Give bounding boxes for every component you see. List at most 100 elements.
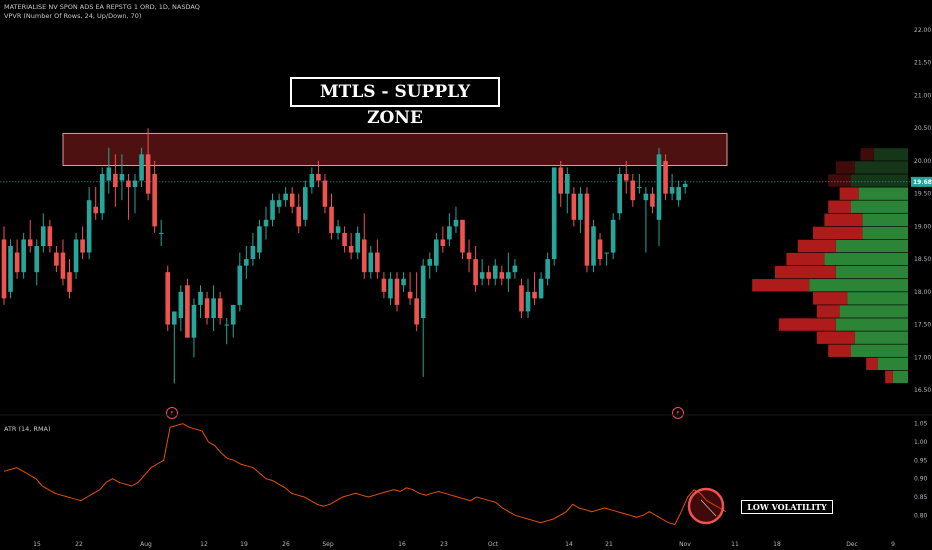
symbol-header[interactable]: MATERIALISE NV SPON ADS EA REPSTG 1 ORD,… bbox=[4, 3, 200, 11]
vp-bar-down bbox=[813, 226, 863, 240]
time-tick-label: 16 bbox=[398, 541, 406, 548]
candle-body bbox=[407, 291, 413, 299]
vp-bar-down bbox=[824, 213, 863, 227]
candle-body bbox=[381, 278, 387, 292]
atr-tick-label: 1.05 bbox=[914, 421, 928, 428]
candle-body bbox=[204, 298, 210, 318]
candle-body bbox=[682, 183, 688, 188]
candle-body bbox=[263, 219, 269, 227]
candle-body bbox=[165, 272, 171, 325]
time-tick-label: 14 bbox=[565, 541, 573, 548]
candle-body bbox=[453, 219, 459, 227]
candle-body bbox=[401, 278, 406, 286]
time-tick-label: 11 bbox=[731, 541, 739, 548]
candle-body bbox=[126, 180, 131, 188]
candle-body bbox=[139, 154, 144, 181]
candle-body bbox=[565, 174, 570, 194]
vp-bar-down bbox=[835, 161, 855, 174]
candle-body bbox=[447, 226, 452, 240]
vp-bar-down bbox=[816, 305, 840, 318]
time-tick-label: Nov bbox=[679, 541, 691, 548]
vp-bar-up bbox=[892, 370, 908, 384]
vp-bar-up bbox=[854, 161, 908, 174]
vp-bar-up bbox=[839, 305, 908, 318]
candle-body bbox=[73, 239, 79, 273]
current-price-label: 19.68 bbox=[913, 179, 932, 186]
candle-body bbox=[244, 259, 249, 266]
candle-body bbox=[388, 278, 393, 299]
candle-body bbox=[532, 291, 537, 299]
candle-body bbox=[93, 206, 98, 214]
earnings-marker-circle bbox=[166, 407, 178, 419]
candle-body bbox=[525, 291, 531, 312]
time-tick-label: Sep bbox=[322, 541, 334, 548]
candle-body bbox=[591, 226, 596, 266]
vp-bar-up bbox=[858, 187, 908, 200]
vp-bar-up bbox=[877, 357, 908, 371]
price-tick-label: 21.50 bbox=[914, 60, 931, 67]
atr-tick-label: 0.85 bbox=[914, 494, 928, 501]
candle-body bbox=[14, 252, 20, 273]
candle-body bbox=[80, 239, 85, 253]
candle-body bbox=[361, 239, 367, 273]
indicator-atr-label[interactable]: ATR (14, RMA) bbox=[4, 425, 51, 433]
price-axis[interactable]: 22.00 21.50 21.00 20.50 20.00 19.50 19.00 18.50… bbox=[914, 27, 931, 394]
atr-line bbox=[3, 423, 727, 526]
vp-bar-up bbox=[835, 318, 908, 331]
vp-bar-down bbox=[828, 200, 851, 213]
candle-body bbox=[584, 193, 590, 266]
candle-body bbox=[67, 272, 72, 292]
candle-body bbox=[394, 278, 400, 305]
time-tick-label: 21 bbox=[605, 541, 613, 548]
candle-body bbox=[8, 246, 13, 292]
candle-body bbox=[486, 272, 491, 279]
time-tick-label: 19 bbox=[240, 541, 248, 548]
time-tick-label: 9 bbox=[891, 541, 895, 548]
candle-body bbox=[623, 174, 629, 181]
candle-body bbox=[270, 200, 275, 220]
candle-body bbox=[512, 265, 518, 273]
candle-body bbox=[158, 232, 164, 234]
candle-body bbox=[676, 187, 681, 201]
time-axis[interactable]: 15 22 Aug 12 19 26 Sep 16 23 Oct 14 21 Nov 11 18 Dec 9 bbox=[33, 541, 895, 548]
candle-body bbox=[650, 193, 655, 207]
vp-bar-up bbox=[851, 344, 908, 357]
vp-bar-down bbox=[816, 331, 855, 344]
candle-body bbox=[106, 167, 112, 181]
atr-line-plot bbox=[3, 423, 727, 526]
vp-bar-down bbox=[866, 357, 878, 371]
candle-body bbox=[178, 291, 184, 318]
candle-body bbox=[21, 239, 26, 273]
candle-body bbox=[276, 200, 282, 207]
candle-body bbox=[283, 193, 288, 201]
candle-body bbox=[545, 259, 550, 279]
time-tick-label: 26 bbox=[282, 541, 290, 548]
candle-body bbox=[230, 304, 236, 325]
candle-body bbox=[348, 246, 354, 253]
price-tick-label: 19.00 bbox=[914, 223, 931, 230]
vp-bar-down bbox=[778, 318, 836, 331]
atr-axis[interactable]: 1.05 1.00 0.95 0.90 0.85 0.80 bbox=[914, 421, 928, 520]
vp-bar-up bbox=[809, 279, 908, 292]
vp-bar-up bbox=[873, 148, 908, 161]
low-volatility-circle-mark bbox=[700, 499, 717, 517]
candle-body bbox=[420, 265, 426, 318]
candle-body bbox=[145, 154, 151, 194]
vp-bar-down bbox=[775, 265, 836, 279]
candle-body bbox=[597, 239, 603, 260]
low-volatility-circle bbox=[687, 487, 725, 525]
vp-bar-up bbox=[835, 239, 908, 253]
price-tick-label: 17.50 bbox=[914, 322, 931, 329]
time-tick-label: 18 bbox=[773, 541, 781, 548]
indicator-vpvr-label[interactable]: VPVR (Number Of Rows, 24, Up/Down, 70) bbox=[4, 12, 142, 20]
candle-body bbox=[355, 232, 360, 253]
candle-body bbox=[610, 219, 616, 253]
time-tick-label: 23 bbox=[440, 541, 448, 548]
candle-body bbox=[47, 226, 53, 246]
candle-body bbox=[519, 285, 524, 312]
vp-bar-down bbox=[839, 187, 859, 200]
vp-bar-up bbox=[835, 265, 908, 279]
candle-body bbox=[198, 291, 203, 305]
